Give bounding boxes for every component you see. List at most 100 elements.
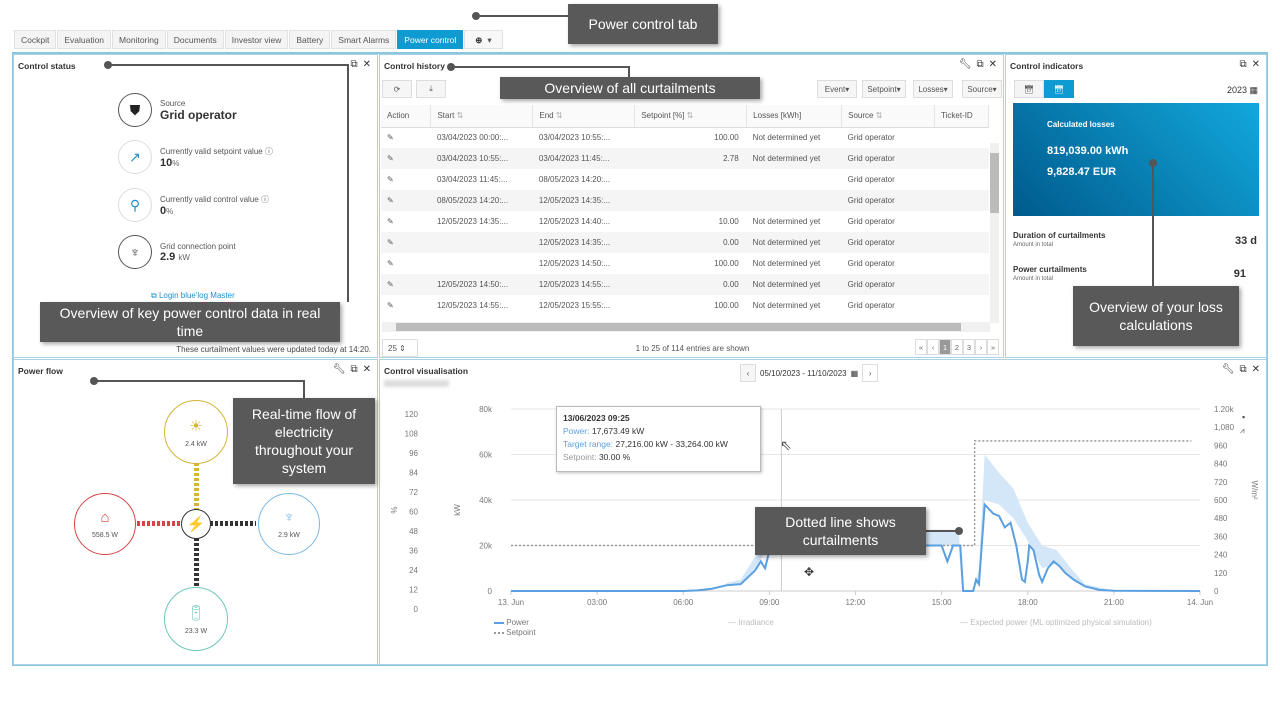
action-cell[interactable]: ✎ bbox=[381, 253, 431, 274]
page-size-select[interactable]: 25 ⇕ bbox=[382, 339, 418, 357]
action-cell[interactable]: ✎ bbox=[381, 127, 431, 148]
table-row[interactable]: ✎ 12/05/2023 14:50:... 12/05/2023 14:55:..… bbox=[381, 274, 989, 295]
edit-curtailment-icon[interactable]: ✎ bbox=[387, 154, 394, 163]
grid-node[interactable]: ♆ 2.9 kW bbox=[258, 493, 320, 555]
calendar-icon[interactable]: ▦ bbox=[850, 368, 859, 378]
action-cell[interactable]: ✎ bbox=[381, 295, 431, 316]
legend-power[interactable]: Power bbox=[494, 618, 536, 628]
sort-icon: ⇅ bbox=[873, 111, 883, 121]
popout-icon[interactable]: ⧉ bbox=[1239, 59, 1247, 70]
close-icon[interactable]: ✕ bbox=[1251, 364, 1260, 375]
horizontal-scrollbar[interactable] bbox=[382, 322, 990, 332]
filter-losses[interactable]: Losses ▾ bbox=[913, 80, 953, 98]
legend-setpoint[interactable]: Setpoint bbox=[494, 628, 536, 638]
page-button[interactable]: » bbox=[987, 339, 999, 355]
column-header[interactable]: Losses [kWh] bbox=[746, 105, 843, 128]
edit-curtailment-icon[interactable]: ✎ bbox=[387, 259, 394, 268]
page-button[interactable]: 2 bbox=[951, 339, 963, 355]
year-view-button[interactable]: 📅︎ bbox=[1044, 80, 1074, 98]
table-row[interactable]: ✎ 12/05/2023 14:35:... 12/05/2023 14:40:..… bbox=[381, 211, 989, 232]
table-row[interactable]: ✎ 03/04/2023 11:45:... 08/05/2023 14:20:..… bbox=[381, 169, 989, 190]
column-header[interactable]: End ⇅ bbox=[532, 105, 636, 128]
tab-smart-alarms[interactable]: Smart Alarms bbox=[331, 30, 397, 49]
column-header[interactable]: Ticket-ID bbox=[934, 105, 989, 128]
action-cell[interactable]: ✎ bbox=[381, 190, 431, 211]
table-row[interactable]: ✎ 08/05/2023 14:20:... 12/05/2023 14:35:..… bbox=[381, 190, 989, 211]
edit-curtailment-icon[interactable]: ✎ bbox=[387, 196, 394, 205]
grid-value: 2.9 bbox=[160, 250, 176, 263]
filter-label: Setpoint bbox=[867, 84, 897, 94]
tab-evaluation[interactable]: Evaluation bbox=[57, 30, 112, 49]
chart-type-icon[interactable]: ⩘ bbox=[1240, 426, 1245, 435]
info-icon[interactable]: ⓘ bbox=[264, 146, 273, 156]
edit-curtailment-icon[interactable]: ✎ bbox=[387, 301, 394, 310]
column-header[interactable]: Setpoint [%] ⇅ bbox=[634, 105, 748, 128]
popout-icon[interactable]: ⧉ bbox=[976, 59, 984, 70]
column-header[interactable]: Start ⇅ bbox=[430, 105, 534, 128]
panel-title: Control history bbox=[384, 61, 445, 71]
previous-period-button[interactable]: ‹ bbox=[740, 364, 756, 382]
page-button[interactable]: 1 bbox=[939, 339, 951, 355]
legend-expected-power[interactable]: — Expected power (ML optimized physical … bbox=[960, 618, 1152, 627]
table-row[interactable]: ✎ 03/04/2023 00:00:... 03/04/2023 10:55:..… bbox=[381, 127, 989, 148]
solar-panel-icon: ☀ bbox=[189, 417, 203, 435]
popout-icon[interactable]: ⧉ bbox=[350, 59, 358, 70]
next-period-button[interactable]: › bbox=[862, 364, 879, 382]
table-row[interactable]: ✎ 12/05/2023 14:35:... 0.00 Not determined … bbox=[381, 232, 989, 253]
info-icon[interactable]: ⓘ bbox=[260, 194, 269, 204]
page-button[interactable]: 3 bbox=[963, 339, 975, 355]
chart-menu-icon[interactable]: ▪ bbox=[1242, 412, 1246, 422]
wrench-icon[interactable]: 🔧︎ bbox=[1221, 364, 1235, 375]
table-row[interactable]: ✎ 12/05/2023 14:55:... 12/05/2023 15:55:..… bbox=[381, 295, 989, 316]
action-cell[interactable]: ✎ bbox=[381, 211, 431, 232]
close-icon[interactable]: ✕ bbox=[362, 59, 371, 70]
add-tab-button[interactable]: ⊕ ▾ bbox=[464, 30, 503, 49]
action-cell[interactable]: ✎ bbox=[381, 169, 431, 190]
page-button[interactable]: « bbox=[915, 339, 927, 355]
tab-documents[interactable]: Documents bbox=[166, 30, 224, 49]
action-cell[interactable]: ✎ bbox=[381, 232, 431, 253]
pv-flow-line bbox=[194, 463, 199, 513]
filter-event[interactable]: Event ▾ bbox=[817, 80, 857, 98]
legend-label: Power bbox=[506, 618, 529, 627]
year-picker[interactable]: 2023 ▦ bbox=[1227, 85, 1258, 96]
table-cell: Not determined yet bbox=[746, 232, 842, 253]
page-button[interactable]: ‹ bbox=[927, 339, 939, 355]
battery-node[interactable]: 🔋︎ 23.3 W bbox=[164, 587, 228, 651]
legend-irradiance[interactable]: — Irradiance bbox=[728, 618, 774, 627]
download-button[interactable]: ⤓ bbox=[416, 80, 446, 98]
close-icon[interactable]: ✕ bbox=[988, 59, 997, 70]
close-icon[interactable]: ✕ bbox=[1251, 59, 1260, 70]
popout-icon[interactable]: ⧉ bbox=[350, 364, 358, 375]
vertical-scrollbar[interactable] bbox=[990, 143, 999, 323]
close-icon[interactable]: ✕ bbox=[362, 364, 371, 375]
refresh-button[interactable]: ⟳ bbox=[382, 80, 412, 98]
tab-monitoring[interactable]: Monitoring bbox=[112, 30, 166, 49]
filter-source[interactable]: Source ▾ bbox=[962, 80, 1002, 98]
control-label: Currently valid control value bbox=[160, 194, 259, 204]
popout-icon[interactable]: ⧉ bbox=[1239, 364, 1247, 375]
tab-power-control[interactable]: Power control bbox=[397, 30, 464, 49]
edit-curtailment-icon[interactable]: ✎ bbox=[387, 217, 394, 226]
consumption-node[interactable]: ⌂ 558.5 W bbox=[74, 493, 136, 555]
pv-node[interactable]: ☀ 2.4 kW bbox=[164, 400, 228, 464]
wrench-icon[interactable]: 🔧︎ bbox=[958, 59, 972, 70]
tab-investor-view[interactable]: Investor view bbox=[224, 30, 289, 49]
column-header[interactable]: Action bbox=[381, 105, 432, 128]
table-row[interactable]: ✎ 12/05/2023 14:50:... 100.00 Not determine… bbox=[381, 253, 989, 274]
edit-curtailment-icon[interactable]: ✎ bbox=[387, 280, 394, 289]
wrench-icon[interactable]: 🔧︎ bbox=[332, 364, 346, 375]
page-button[interactable]: › bbox=[975, 339, 987, 355]
tab-cockpit[interactable]: Cockpit bbox=[14, 30, 57, 49]
edit-curtailment-icon[interactable]: ✎ bbox=[387, 238, 394, 247]
table-row[interactable]: ✎ 03/04/2023 10:55:... 03/04/2023 11:45:..… bbox=[381, 148, 989, 169]
column-header[interactable]: Source ⇅ bbox=[841, 105, 935, 128]
month-view-button[interactable]: 📅︎ bbox=[1014, 80, 1044, 98]
login-link[interactable]: ⧉ Login blue'log Master bbox=[151, 291, 235, 301]
edit-curtailment-icon[interactable]: ✎ bbox=[387, 175, 394, 184]
tab-battery[interactable]: Battery bbox=[289, 30, 331, 49]
filter-setpoint[interactable]: Setpoint ▾ bbox=[862, 80, 906, 98]
edit-curtailment-icon[interactable]: ✎ bbox=[387, 133, 394, 143]
action-cell[interactable]: ✎ bbox=[381, 274, 431, 295]
action-cell[interactable]: ✎ bbox=[381, 148, 431, 169]
